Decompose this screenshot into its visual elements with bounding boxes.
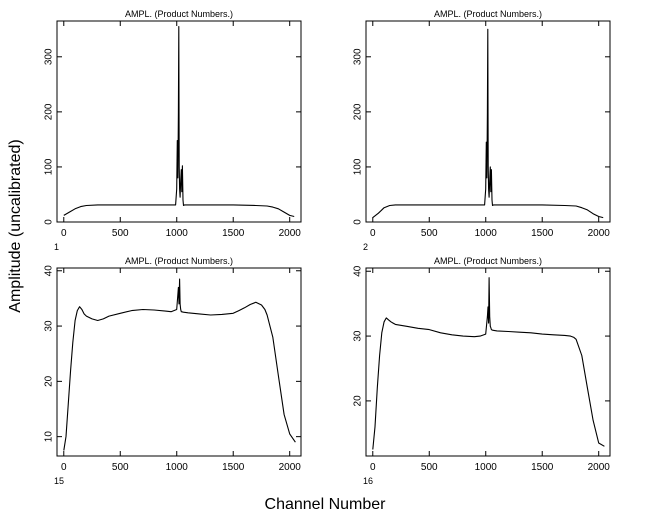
y-tick-label: 300 (353, 48, 364, 65)
y-tick-label: 300 (44, 48, 55, 65)
x-tick-label: 2000 (279, 462, 302, 473)
x-tick-label: 0 (61, 462, 67, 473)
x-tick-label: 1000 (166, 462, 189, 473)
y-tick-label: 10 (44, 431, 55, 443)
y-tick-label: 40 (353, 265, 364, 277)
y-tick-label: 0 (44, 219, 55, 225)
panel-number: 16 (363, 476, 373, 486)
chart-title: AMPL. (Product Numbers.) (125, 9, 233, 19)
y-tick-label: 100 (44, 158, 55, 175)
chart-title: AMPL. (Product Numbers.) (434, 9, 542, 19)
x-tick-label: 1500 (222, 228, 245, 239)
x-tick-label: 2000 (279, 228, 302, 239)
x-tick-label: 500 (421, 228, 438, 239)
panel-number: 15 (54, 476, 64, 486)
y-tick-label: 30 (353, 330, 364, 342)
chart-title: AMPL. (Product Numbers.) (434, 256, 542, 266)
x-tick-label: 1500 (531, 228, 554, 239)
x-tick-label: 0 (370, 462, 376, 473)
x-tick-label: 500 (421, 462, 438, 473)
plot-frame (365, 267, 611, 457)
plot-frame (56, 267, 302, 457)
y-tick-label: 40 (44, 265, 55, 277)
series-line-1 (372, 277, 605, 450)
series-line-1 (63, 278, 296, 451)
x-tick-label: 1000 (475, 462, 498, 473)
series-line-1 (63, 25, 295, 218)
y-axis-label: Amplitude (uncalibrated) (7, 139, 24, 312)
plot-frame (56, 20, 302, 223)
x-tick-label: 1000 (475, 228, 498, 239)
chart-title: AMPL. (Product Numbers.) (125, 256, 233, 266)
x-tick-label: 1500 (531, 462, 554, 473)
series-line-1 (372, 28, 604, 219)
y-tick-label: 200 (44, 103, 55, 120)
x-tick-label: 1000 (166, 228, 189, 239)
y-tick-label: 0 (353, 219, 364, 225)
x-tick-label: 0 (61, 228, 67, 239)
chart-panel-1: AMPL. (Product Numbers.)10 500 1000 1500 200… (44, 9, 302, 252)
y-tick-label: 20 (353, 395, 364, 407)
x-tick-label: 2000 (588, 462, 611, 473)
y-tick-label: 200 (353, 103, 364, 120)
x-tick-label: 2000 (588, 228, 611, 239)
x-tick-label: 500 (112, 462, 129, 473)
panel-number: 2 (363, 242, 368, 252)
x-tick-label: 500 (112, 228, 129, 239)
plot-frame (365, 20, 611, 223)
chart-panel-16: AMPL. (Product Numbers.) 16 0 500 1000 1500 20… (353, 256, 611, 486)
y-tick-label: 20 (44, 375, 55, 387)
chart-panel-2: AMPL. (Product Numbers.)20 500 1000 1500 200… (353, 9, 611, 252)
y-tick-label: 100 (353, 158, 364, 175)
x-tick-label: 1500 (222, 462, 245, 473)
x-axis-label: Channel Number (265, 496, 387, 513)
y-tick-label: 30 (44, 320, 55, 332)
panel-number: 1 (54, 242, 59, 252)
chart-panel-15: AMPL. (Product Numbers.) 15 0 500 1000 1500 20… (44, 256, 302, 486)
x-tick-label: 0 (370, 228, 376, 239)
